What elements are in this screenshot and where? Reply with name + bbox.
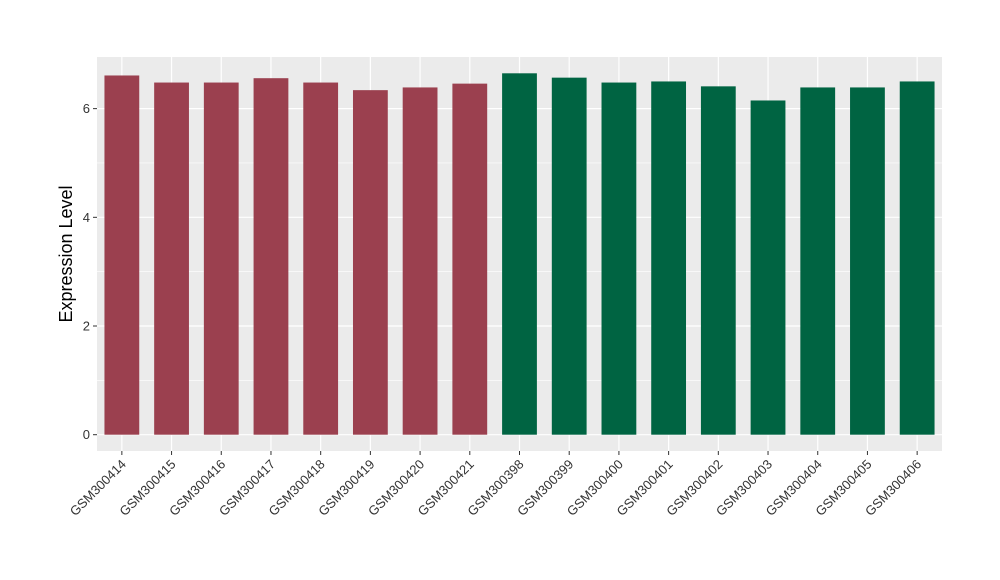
bar <box>551 77 587 435</box>
bar <box>601 82 637 435</box>
bar <box>154 82 189 435</box>
bar <box>502 73 537 435</box>
y-tick-label: 2 <box>83 319 90 334</box>
bar <box>700 86 736 435</box>
bar <box>352 90 388 435</box>
y-axis: 0 2 4 6 <box>83 101 97 442</box>
bar <box>850 87 885 435</box>
bar <box>899 81 935 435</box>
bar <box>402 87 438 435</box>
bar <box>203 82 239 435</box>
bar <box>800 87 836 435</box>
bar <box>750 100 786 435</box>
bar <box>452 83 488 435</box>
x-axis: GSM300414GSM300415GSM300416GSM300417GSM3… <box>67 451 924 519</box>
y-tick-label: 6 <box>83 101 90 116</box>
y-axis-title: Expression Level <box>56 185 76 322</box>
bar <box>651 81 687 435</box>
y-tick-label: 0 <box>83 427 90 442</box>
bars <box>104 73 935 435</box>
bar <box>104 75 140 435</box>
bar <box>253 78 289 435</box>
bar <box>303 82 339 435</box>
y-tick-label: 4 <box>83 210 90 225</box>
